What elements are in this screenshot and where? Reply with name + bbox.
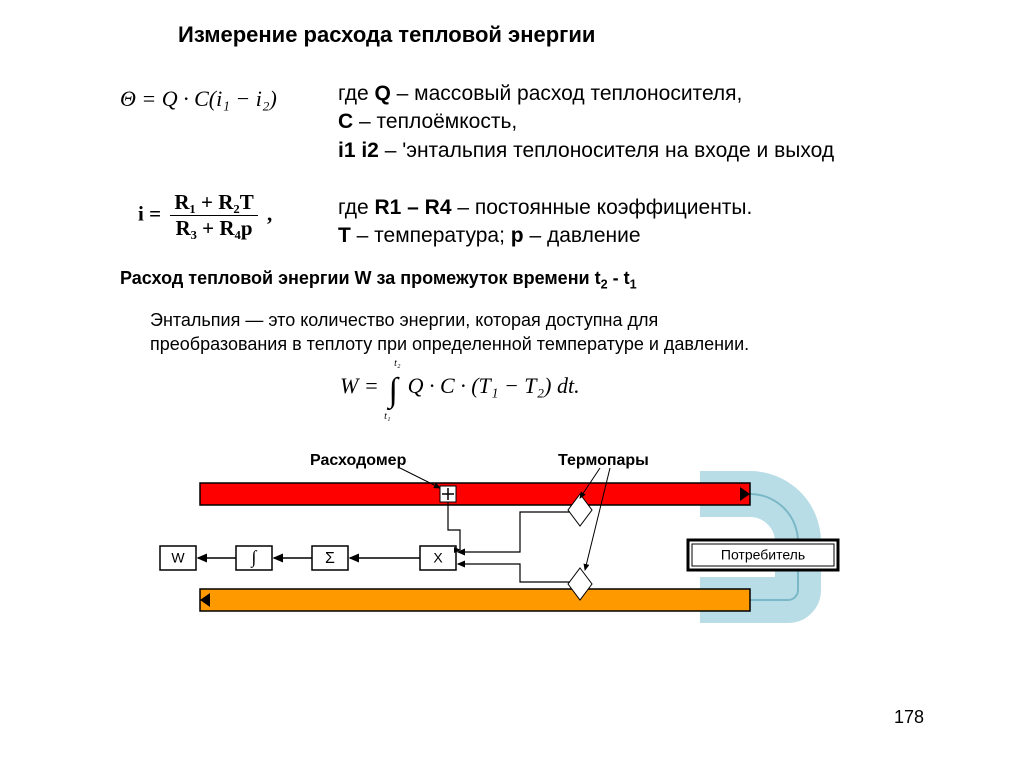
t: – 'энтальпия теплоносителя на входе и вы… [379,139,834,162]
t: – постоянные коэффициенты. [452,196,753,219]
cold-pipe [200,589,750,611]
box-sum: Σ [312,546,348,570]
lower-limit: t₁ [384,411,390,422]
t: где [338,82,374,105]
enthalpy-definition: Энтальпия — это количество энергии, кото… [150,308,749,357]
sym-r: R1 – R4 [374,196,451,219]
sym-t: T [338,224,351,247]
lhs: W = [340,373,384,398]
integral-icon: ∫ [389,372,398,409]
denominator: R₃ + R₄p [170,216,257,241]
fraction: R₁ + R₂T R₃ + R₄p [170,190,257,241]
svg-text:Σ: Σ [325,550,335,567]
tail: , [267,201,272,225]
consumer-box: Потребитель [688,540,838,570]
t: – теплоёмкость, [353,110,517,133]
line2: преобразования в теплоту при определенно… [150,334,749,354]
numerator: R₁ + R₂T [170,190,257,216]
t: где [338,196,374,219]
page-title: Измерение расхода тепловой энергии [178,22,595,48]
equation-theta: Θ = Q · C(i₁ − i₂) [120,86,277,112]
sub: 2 [601,278,608,292]
box-integral: ∫ [236,546,272,570]
diagram: W ∫ Σ X Потребитель [140,450,900,715]
page-number: 178 [894,707,924,728]
t: – температура; [351,224,511,247]
sym-q: Q [374,82,390,105]
t: – массовый расход теплоносителя, [391,82,743,105]
subheading: Расход тепловой энергии W за промежуток … [120,268,637,292]
sym-p: p [511,224,524,247]
explanation-1: где Q – массовый расход теплоносителя, С… [338,80,834,165]
flow-diagram-svg: W ∫ Σ X Потребитель [140,450,900,710]
sub: 1 [630,278,637,292]
equation-w: W = t₂ ∫ t₁ Q · C · (T₁ − T₂) dt. [340,372,580,410]
sym-c: С [338,110,353,133]
t: - t [608,268,630,288]
upper-limit: t₂ [394,358,400,369]
equation-i: i = R₁ + R₂T R₃ + R₄p , [138,190,272,241]
lhs: i = [138,201,161,225]
box-w: W [160,546,196,570]
flowmeter-icon [440,486,456,502]
hot-pipe [200,483,750,505]
body: Q · C · (T₁ − T₂) dt. [408,373,580,398]
explanation-2: где R1 – R4 – постоянные коэффициенты. T… [338,194,752,251]
box-x: X [420,546,456,570]
t: – давление [524,224,641,247]
t: Расход тепловой энергии W за промежуток … [120,268,601,288]
svg-text:W: W [171,550,185,566]
sym-i: i1 i2 [338,139,379,162]
line1: Энтальпия — это количество энергии, кото… [150,310,658,330]
svg-text:Потребитель: Потребитель [721,547,805,563]
svg-text:X: X [433,550,443,566]
